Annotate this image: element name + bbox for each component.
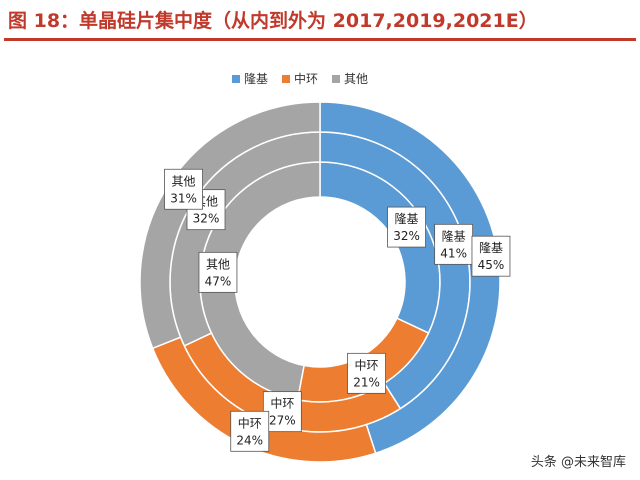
data-label-box (230, 410, 270, 452)
legend-item-others: 其他 (332, 70, 368, 87)
legend-label-others: 其他 (344, 72, 369, 86)
data-label-category: 中环 (355, 357, 379, 372)
data-label-value: 32% (393, 229, 420, 243)
watermark: 头条 @未来智库 (530, 455, 626, 470)
data-label-category: 中环 (238, 415, 262, 430)
data-label-category: 其他 (172, 174, 196, 188)
data-label-value: 24% (236, 433, 263, 447)
data-label-2017-zhonghuan: 中环 21% (347, 352, 386, 394)
legend-swatch-zhonghuan (282, 74, 291, 83)
data-label-category: 隆基 (442, 228, 466, 243)
data-label-value: 31% (170, 191, 197, 205)
slice-2021E-others (139, 101, 321, 350)
chart-legend: 隆基 中环 其他 (232, 70, 368, 87)
data-label-2021E-others: 其他 31% (164, 168, 203, 210)
data-label-box (434, 223, 474, 265)
data-label-category: 其他 (206, 257, 230, 271)
data-label-2021E-zhonghuan: 中环 24% (230, 410, 270, 452)
data-label-2021E-longi: 隆基 45% (471, 235, 511, 277)
legend-swatch-others (332, 74, 341, 83)
data-label-2017-others: 其他 47% (198, 251, 238, 293)
data-label-box (347, 352, 386, 394)
data-label-2017-longi: 隆基 32% (387, 206, 426, 248)
data-label-category: 隆基 (479, 240, 503, 255)
data-label-value: 21% (353, 375, 380, 389)
data-label-value: 32% (193, 212, 220, 226)
data-label-box (198, 251, 238, 293)
data-label-category: 隆基 (395, 211, 419, 226)
legend-item-zhonghuan: 中环 (282, 70, 318, 87)
data-label-box (471, 235, 511, 277)
title-divider (4, 38, 636, 41)
legend-label-longi: 隆基 (244, 72, 269, 86)
legend-item-longi: 隆基 (232, 70, 268, 87)
data-label-value: 27% (269, 414, 296, 428)
data-label-value: 41% (440, 246, 467, 260)
data-label-box (262, 391, 302, 433)
legend-swatch-longi (232, 74, 240, 83)
data-label-2019-zhonghuan: 中环 27% (262, 391, 302, 433)
data-label-2019-longi: 隆基 41% (434, 223, 474, 265)
data-label-box (164, 168, 203, 210)
data-label-value: 47% (205, 274, 232, 288)
data-label-value: 45% (478, 258, 505, 272)
chart-title: 图 18：单晶硅片集中度（从内到外为 2017,2019,2021E） (8, 10, 538, 32)
data-label-box (387, 206, 426, 248)
data-label-category: 中环 (270, 396, 294, 411)
legend-label-zhonghuan: 中环 (294, 72, 319, 86)
